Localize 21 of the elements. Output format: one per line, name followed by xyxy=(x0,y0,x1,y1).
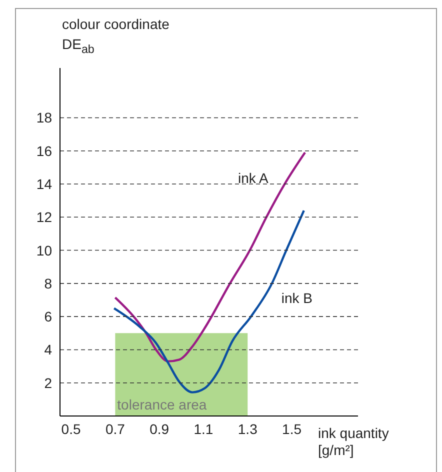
y-axis-title: colour coordinate DE$_{ab}$ xyxy=(62,15,170,58)
x-tick-label: 1.3 xyxy=(238,420,258,437)
annotation: tolerance area xyxy=(117,396,207,413)
x-tick-label: 0.9 xyxy=(150,420,170,437)
y-tick-label: 2 xyxy=(44,374,52,391)
y-tick-label: 8 xyxy=(44,275,52,292)
x-tick-label: 0.5 xyxy=(61,420,81,437)
x-tick-label: 0.7 xyxy=(105,420,126,437)
series-label: ink B xyxy=(281,290,312,306)
x-tick-label: 1.5 xyxy=(282,420,302,437)
y-tick-label: 14 xyxy=(36,176,52,192)
y-tick-label: 6 xyxy=(44,308,52,325)
x-axis-title: ink quantity [g/m²] xyxy=(318,425,390,459)
y-tick-label: 12 xyxy=(36,209,52,226)
y-tick-label: 18 xyxy=(36,110,52,126)
x-tick-label: 1.1 xyxy=(194,420,214,437)
y-tick-label: 10 xyxy=(36,242,52,258)
y-tick-label: 4 xyxy=(44,342,52,358)
series-label: ink A xyxy=(238,170,269,186)
y-tick-label: 16 xyxy=(36,142,52,159)
line-series xyxy=(112,209,306,394)
